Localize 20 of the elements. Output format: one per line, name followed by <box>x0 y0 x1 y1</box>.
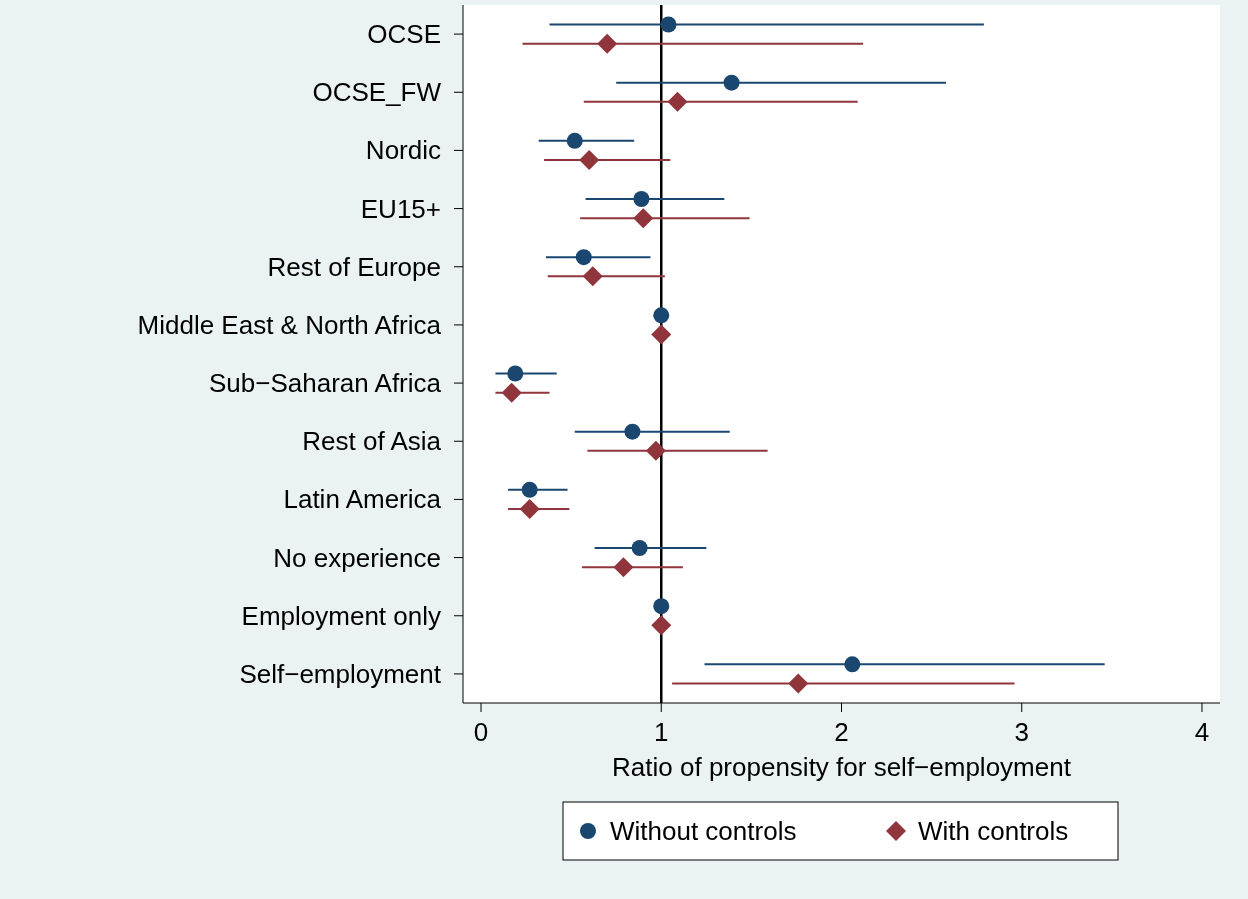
y-tick-label: Middle East & North Africa <box>137 309 442 340</box>
y-tick-label: Self−employment <box>239 658 442 689</box>
x-tick-label: 1 <box>654 717 669 747</box>
x-axis-title: Ratio of propensity for self−employment <box>612 752 1072 782</box>
y-tick-label: Employment only <box>241 600 441 631</box>
x-tick-label: 2 <box>834 717 849 747</box>
y-tick-label: EU15+ <box>360 193 441 224</box>
legend-label: Without controls <box>610 816 797 846</box>
y-tick-label: No experience <box>273 542 441 573</box>
x-tick-label: 3 <box>1014 717 1029 747</box>
y-tick-label: Rest of Europe <box>267 251 441 282</box>
x-tick-label: 4 <box>1194 717 1210 747</box>
y-tick-label: Nordic <box>365 135 441 166</box>
y-tick-label: Rest of Asia <box>302 426 442 457</box>
legend-label: With controls <box>918 816 1069 846</box>
x-tick-label: 0 <box>473 717 489 747</box>
y-tick-label: Sub−Saharan Africa <box>209 368 442 399</box>
y-tick-label: OCSE <box>367 19 441 50</box>
y-tick-label: Latin America <box>283 484 442 515</box>
y-tick-label: OCSE_FW <box>312 77 442 108</box>
